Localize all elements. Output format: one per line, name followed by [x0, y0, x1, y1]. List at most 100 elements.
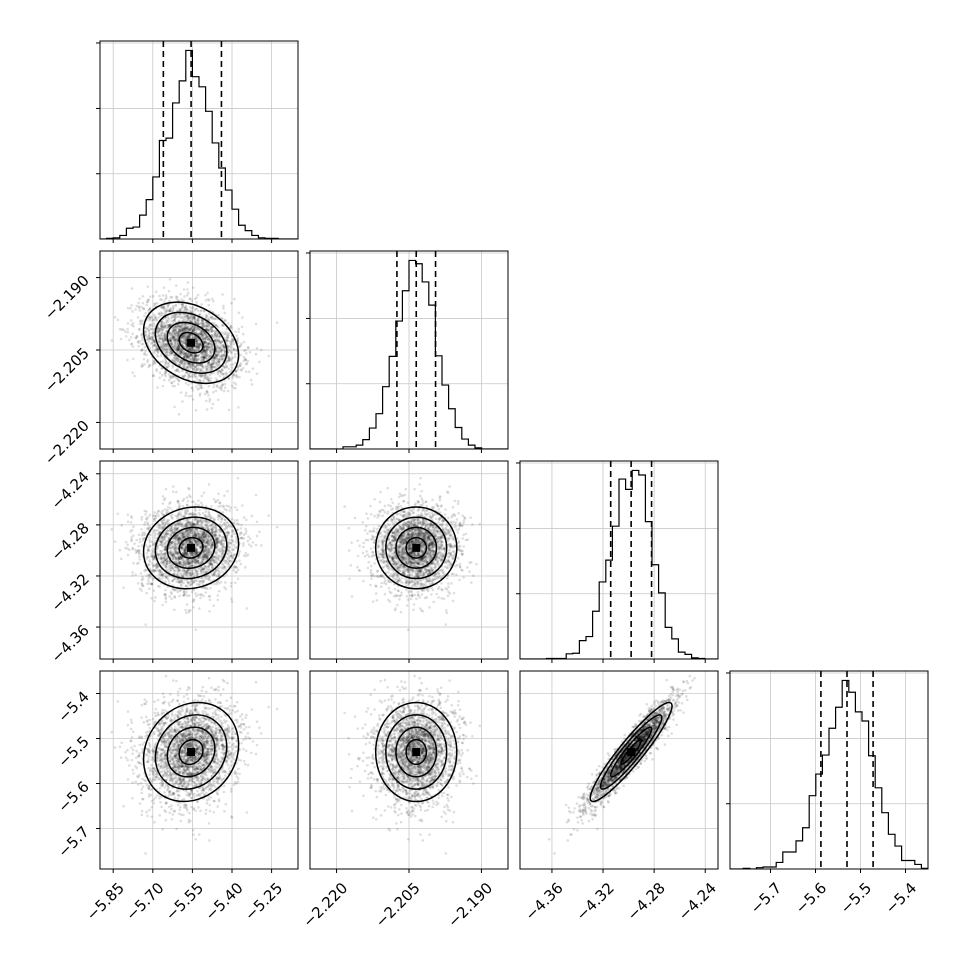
scatter-point	[152, 313, 156, 317]
scatter-point	[214, 500, 217, 504]
scatter-point	[185, 326, 188, 330]
scatter-point	[174, 327, 178, 330]
scatter-point	[175, 368, 179, 372]
scatter-point	[163, 335, 167, 339]
scatter-point	[192, 518, 196, 522]
scatter-point	[209, 327, 213, 330]
scatter-point	[145, 338, 149, 342]
scatter-point	[185, 354, 189, 358]
scatter-point	[214, 535, 218, 539]
scatter-point	[205, 348, 209, 352]
scatter-point	[197, 499, 200, 502]
scatter-point	[189, 346, 192, 350]
scatter-point	[177, 319, 180, 323]
scatter-point	[186, 352, 190, 356]
scatter-point	[135, 538, 138, 542]
scatter-point	[140, 342, 143, 346]
scatter-point	[225, 371, 228, 374]
scatter-point	[190, 324, 193, 328]
scatter-point	[187, 383, 190, 387]
scatter-point	[147, 318, 151, 322]
scatter-point	[176, 338, 179, 342]
scatter-point	[174, 339, 178, 342]
scatter-point	[151, 295, 155, 298]
scatter-point	[198, 363, 202, 366]
scatter-point	[201, 322, 205, 325]
scatter-point	[206, 325, 209, 328]
scatter-point	[233, 381, 236, 385]
scatter-point	[208, 341, 211, 344]
scatter-point	[207, 342, 211, 345]
scatter-point	[155, 319, 158, 322]
scatter-point	[207, 335, 211, 339]
scatter-point	[230, 554, 233, 558]
scatter-point	[215, 358, 218, 362]
scatter-point	[211, 362, 214, 365]
scatter-point	[180, 324, 183, 328]
scatter-point	[164, 547, 167, 551]
scatter-point	[182, 571, 186, 575]
scatter-point	[183, 355, 186, 359]
scatter-point	[215, 354, 218, 357]
scatter-point	[205, 399, 208, 403]
scatter-point	[209, 315, 213, 319]
scatter-point	[206, 363, 210, 366]
scatter-point	[207, 384, 211, 388]
scatter-point	[248, 350, 252, 354]
scatter-point	[206, 377, 209, 381]
scatter-point	[219, 372, 223, 375]
scatter-point	[186, 335, 190, 339]
scatter-point	[205, 345, 209, 349]
scatter-point	[131, 571, 134, 574]
scatter-point	[192, 599, 196, 602]
scatter-point	[183, 326, 186, 330]
scatter-point	[192, 316, 196, 319]
scatter-point	[197, 346, 200, 350]
scatter-point	[210, 317, 214, 320]
scatter-point	[186, 309, 190, 312]
scatter-point	[162, 305, 166, 308]
scatter-point	[159, 341, 163, 345]
scatter-point	[207, 377, 210, 381]
scatter-point	[244, 554, 248, 558]
scatter-point	[172, 336, 176, 339]
scatter-point	[204, 352, 207, 355]
scatter-point	[150, 341, 154, 344]
scatter-point	[203, 530, 206, 534]
scatter-point	[240, 368, 243, 371]
scatter-point	[201, 355, 205, 358]
scatter-point	[177, 557, 181, 561]
scatter-point	[184, 357, 188, 360]
scatter-point	[154, 290, 158, 294]
scatter-point	[154, 315, 158, 318]
scatter-point	[181, 504, 185, 508]
scatter-point	[144, 311, 147, 315]
scatter-point	[203, 356, 207, 359]
scatter-point	[216, 518, 220, 521]
scatter-point	[148, 525, 152, 529]
scatter-point	[173, 544, 177, 548]
scatter-point	[171, 333, 174, 337]
scatter-point	[212, 360, 215, 363]
scatter-point	[177, 328, 181, 331]
scatter-point	[185, 355, 188, 358]
scatter-point	[192, 329, 195, 332]
scatter-point	[169, 339, 172, 343]
scatter-point	[150, 335, 154, 339]
scatter-point	[177, 344, 181, 348]
scatter-point	[180, 308, 183, 311]
scatter-point	[169, 343, 173, 346]
scatter-point	[172, 328, 176, 332]
scatter-point	[246, 539, 250, 543]
scatter-point	[185, 334, 188, 338]
scatter-point	[186, 356, 189, 359]
scatter-point	[140, 518, 143, 521]
scatter-point	[206, 540, 209, 543]
scatter-point	[218, 363, 221, 367]
scatter-point	[188, 362, 191, 366]
scatter-point	[212, 497, 216, 501]
scatter-point	[210, 352, 214, 356]
scatter-point	[177, 345, 180, 349]
scatter-point	[169, 307, 173, 310]
scatter-point	[161, 306, 164, 309]
